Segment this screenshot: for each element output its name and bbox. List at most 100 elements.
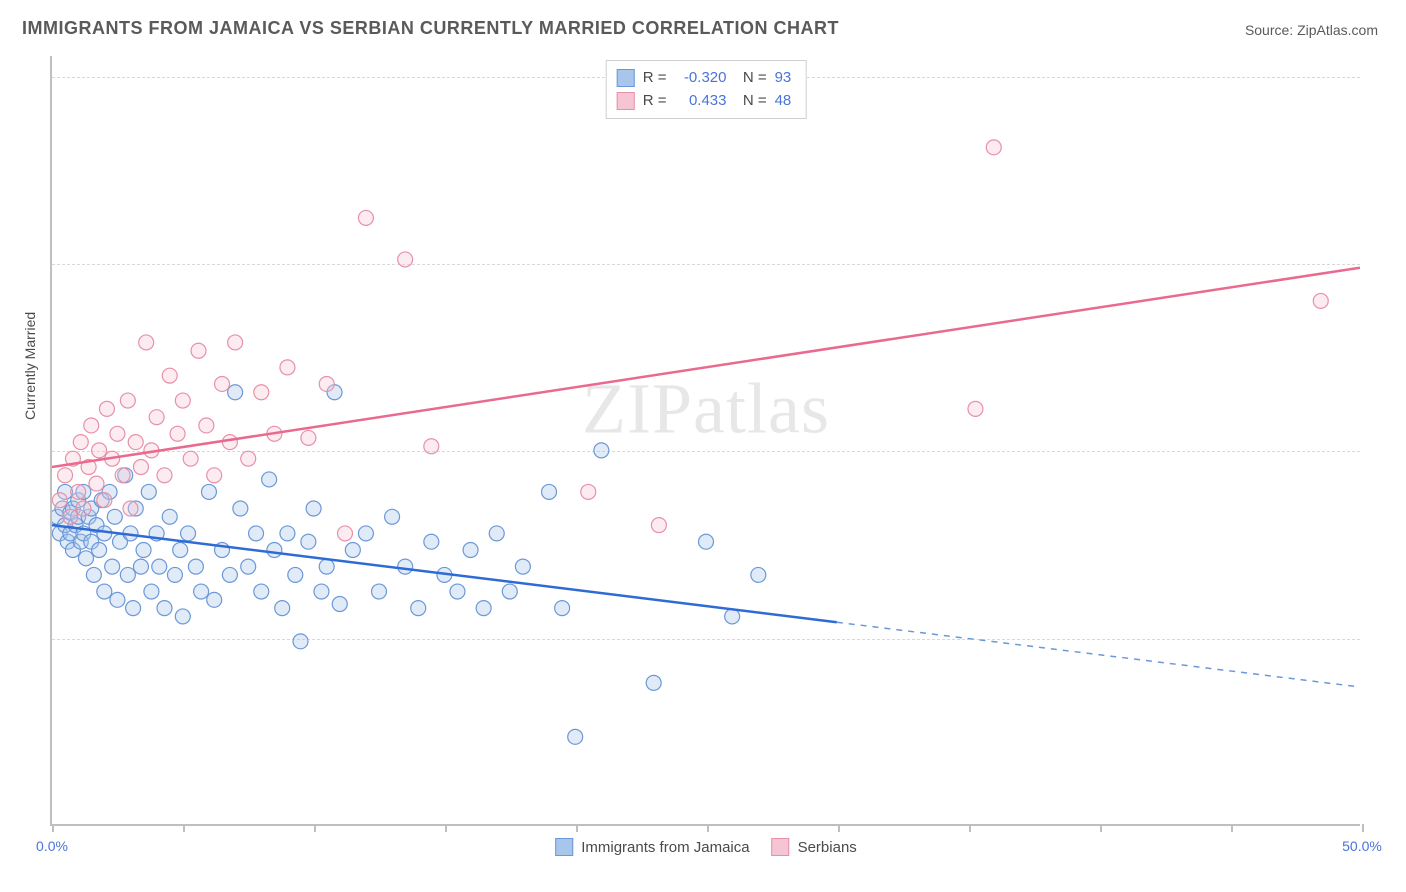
- jamaica-point: [107, 509, 122, 524]
- serbians-point: [338, 526, 353, 541]
- jamaica-point: [105, 559, 120, 574]
- series-legend: Immigrants from Jamaica Serbians: [555, 838, 857, 856]
- serbians-point: [191, 343, 206, 358]
- x-tick: [183, 824, 185, 832]
- jamaica-point: [288, 567, 303, 582]
- jamaica-point: [398, 559, 413, 574]
- jamaica-point: [314, 584, 329, 599]
- jamaica-point: [372, 584, 387, 599]
- legend-n-value: 48: [775, 90, 792, 113]
- serbians-point: [63, 509, 78, 524]
- jamaica-point: [175, 609, 190, 624]
- jamaica-point: [97, 584, 112, 599]
- serbians-point: [986, 140, 1001, 155]
- x-tick: [52, 824, 54, 832]
- serbians-point: [157, 468, 172, 483]
- serbians-point: [301, 430, 316, 445]
- jamaica-point: [254, 584, 269, 599]
- jamaica-point: [293, 634, 308, 649]
- serbians-point: [175, 393, 190, 408]
- serbians-point: [99, 401, 114, 416]
- jamaica-point: [306, 501, 321, 516]
- jamaica-point: [157, 601, 172, 616]
- legend-item: Immigrants from Jamaica: [555, 838, 749, 856]
- legend-r-value: -0.320: [674, 67, 726, 90]
- x-tick: [576, 824, 578, 832]
- serbians-point: [128, 435, 143, 450]
- serbians-point: [76, 501, 91, 516]
- jamaica-point: [194, 584, 209, 599]
- jamaica-point: [476, 601, 491, 616]
- jamaica-point: [542, 484, 557, 499]
- x-tick: [1100, 824, 1102, 832]
- jamaica-trendline-extrapolated: [837, 622, 1360, 687]
- legend-row-jamaica: R = -0.320 N = 93: [617, 67, 792, 90]
- serbians-point: [241, 451, 256, 466]
- jamaica-point: [489, 526, 504, 541]
- jamaica-point: [133, 559, 148, 574]
- jamaica-point: [79, 551, 94, 566]
- serbians-point: [97, 493, 112, 508]
- serbians-point: [133, 460, 148, 475]
- serbians-point: [222, 435, 237, 450]
- legend-swatch: [617, 69, 635, 87]
- serbians-point: [358, 210, 373, 225]
- jamaica-point: [267, 543, 282, 558]
- jamaica-point: [144, 584, 159, 599]
- serbians-point: [89, 476, 104, 491]
- serbians-point: [207, 468, 222, 483]
- jamaica-point: [241, 559, 256, 574]
- jamaica-point: [502, 584, 517, 599]
- jamaica-point: [86, 567, 101, 582]
- legend-row-serbians: R = 0.433 N = 48: [617, 90, 792, 113]
- jamaica-point: [751, 567, 766, 582]
- serbians-point: [199, 418, 214, 433]
- jamaica-point: [136, 543, 151, 558]
- serbians-point: [319, 376, 334, 391]
- jamaica-point: [233, 501, 248, 516]
- jamaica-point: [141, 484, 156, 499]
- legend-swatch: [555, 838, 573, 856]
- jamaica-point: [167, 567, 182, 582]
- serbians-point: [58, 468, 73, 483]
- jamaica-point: [345, 543, 360, 558]
- jamaica-point: [319, 559, 334, 574]
- y-tick-label: 77.5%: [1368, 256, 1406, 272]
- serbians-point: [92, 443, 107, 458]
- legend-item: Serbians: [772, 838, 857, 856]
- jamaica-point: [207, 592, 222, 607]
- serbians-point: [115, 468, 130, 483]
- serbians-point: [73, 435, 88, 450]
- jamaica-point: [228, 385, 243, 400]
- serbians-point: [1313, 293, 1328, 308]
- jamaica-point: [411, 601, 426, 616]
- jamaica-point: [201, 484, 216, 499]
- jamaica-point: [120, 567, 135, 582]
- jamaica-point: [555, 601, 570, 616]
- jamaica-point: [515, 559, 530, 574]
- y-tick-label: 32.5%: [1368, 631, 1406, 647]
- serbians-point: [581, 484, 596, 499]
- legend-n-label: N =: [734, 90, 766, 113]
- correlation-legend: R = -0.320 N = 93R = 0.433 N = 48: [606, 60, 807, 119]
- serbians-point: [139, 335, 154, 350]
- serbians-point: [228, 335, 243, 350]
- legend-r-label: R =: [643, 67, 667, 90]
- serbians-point: [110, 426, 125, 441]
- jamaica-point: [646, 675, 661, 690]
- serbians-trendline: [52, 268, 1360, 467]
- source-prefix: Source:: [1245, 22, 1297, 38]
- serbians-point: [52, 493, 67, 508]
- jamaica-point: [280, 526, 295, 541]
- jamaica-point: [450, 584, 465, 599]
- serbians-point: [149, 410, 164, 425]
- jamaica-point: [699, 534, 714, 549]
- jamaica-point: [152, 559, 167, 574]
- serbians-point: [424, 439, 439, 454]
- x-tick: [707, 824, 709, 832]
- plot-area: ZIPatlas R = -0.320 N = 93R = 0.433 N = …: [50, 56, 1360, 826]
- source-attribution: Source: ZipAtlas.com: [1245, 22, 1378, 38]
- jamaica-point: [275, 601, 290, 616]
- source-link[interactable]: ZipAtlas.com: [1297, 22, 1378, 38]
- x-tick-label: 50.0%: [1342, 838, 1382, 854]
